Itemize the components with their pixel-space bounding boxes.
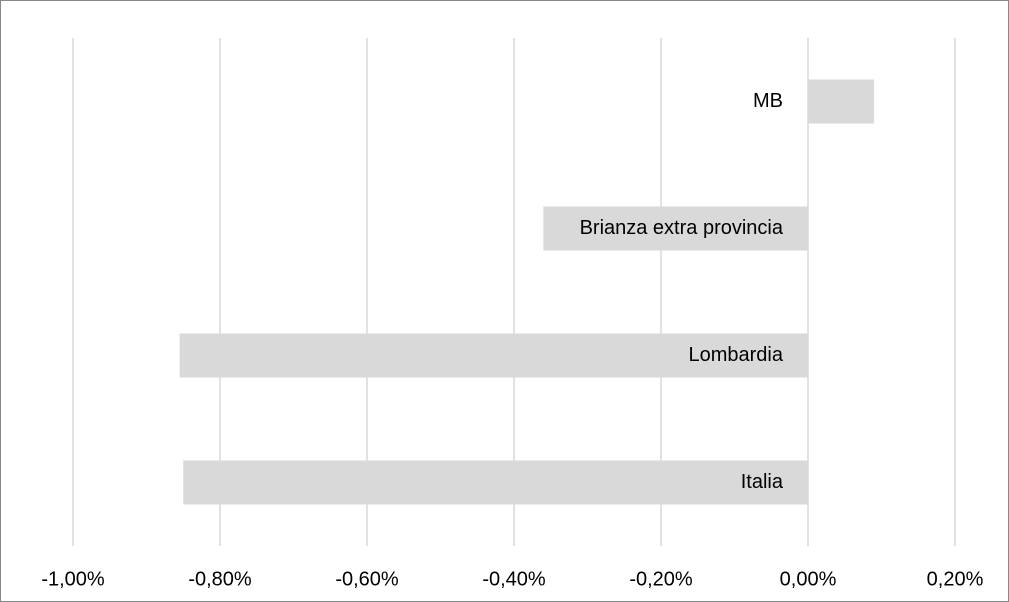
x-tick-label: -0,60%	[335, 568, 399, 590]
x-tick-label: -0,40%	[482, 568, 546, 590]
x-tick-label: -1,00%	[41, 568, 105, 590]
x-tick-label: -0,80%	[188, 568, 252, 590]
category-label: Lombardia	[688, 344, 783, 366]
bar	[183, 460, 808, 505]
category-label: Italia	[741, 471, 784, 493]
bar	[808, 79, 875, 124]
bar	[543, 206, 808, 251]
x-tick-label: -0,20%	[629, 568, 693, 590]
x-tick-label: 0,00%	[780, 568, 837, 590]
category-label: Brianza extra provincia	[580, 217, 784, 239]
bar	[179, 333, 808, 378]
x-tick-label: 0,20%	[927, 568, 984, 590]
category-label: MB	[753, 90, 783, 112]
